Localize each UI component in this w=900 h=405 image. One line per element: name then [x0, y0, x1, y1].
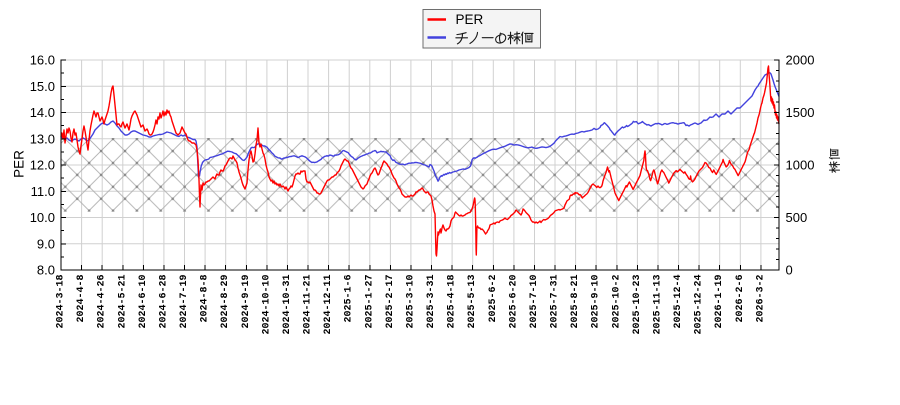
svg-text:2025-12-24: 2025-12-24 — [694, 275, 705, 335]
svg-text:2025-10-2: 2025-10-2 — [611, 275, 622, 329]
svg-text:2024-3-18: 2024-3-18 — [56, 275, 67, 329]
svg-text:10.0: 10.0 — [30, 210, 55, 225]
svg-text:2000: 2000 — [786, 53, 815, 68]
svg-text:2025-1-27: 2025-1-27 — [364, 275, 375, 329]
svg-text:2025-5-13: 2025-5-13 — [467, 275, 478, 329]
svg-text:2025-11-13: 2025-11-13 — [653, 275, 664, 335]
svg-text:2024-6-10: 2024-6-10 — [138, 275, 149, 329]
svg-text:2025-7-10: 2025-7-10 — [529, 275, 540, 329]
svg-text:2025-8-21: 2025-8-21 — [570, 275, 581, 329]
svg-text:2025-10-23: 2025-10-23 — [632, 275, 643, 335]
svg-text:2025-9-10: 2025-9-10 — [591, 275, 602, 329]
svg-text:2026-2-6: 2026-2-6 — [735, 275, 746, 323]
svg-text:16.0: 16.0 — [30, 53, 55, 68]
svg-text:8.0: 8.0 — [37, 263, 55, 278]
svg-text:15.0: 15.0 — [30, 79, 55, 94]
svg-text:2024-4-8: 2024-4-8 — [76, 275, 87, 323]
svg-text:2025-12-4: 2025-12-4 — [673, 275, 684, 329]
svg-text:2024-6-28: 2024-6-28 — [158, 275, 169, 329]
svg-text:2025-3-31: 2025-3-31 — [426, 275, 437, 329]
svg-text:PER: PER — [456, 12, 484, 27]
svg-text:2026-3-2: 2026-3-2 — [755, 275, 766, 323]
svg-text:PER: PER — [12, 150, 27, 178]
svg-text:12.0: 12.0 — [30, 158, 55, 173]
svg-text:2024-8-29: 2024-8-29 — [220, 275, 231, 329]
svg-text:2025-3-10: 2025-3-10 — [405, 275, 416, 329]
svg-text:2025-6-2: 2025-6-2 — [488, 275, 499, 323]
svg-text:2026-1-19: 2026-1-19 — [714, 275, 725, 329]
svg-text:2024-11-21: 2024-11-21 — [303, 275, 314, 335]
svg-text:2024-8-8: 2024-8-8 — [200, 275, 211, 323]
svg-text:2025-4-18: 2025-4-18 — [447, 275, 458, 329]
svg-text:2024-7-19: 2024-7-19 — [179, 275, 190, 329]
svg-text:2024-10-10: 2024-10-10 — [261, 275, 272, 335]
svg-text:2025-2-17: 2025-2-17 — [385, 275, 396, 329]
svg-text:13.0: 13.0 — [30, 131, 55, 146]
svg-text:1000: 1000 — [786, 158, 815, 173]
svg-text:2024-12-11: 2024-12-11 — [323, 275, 334, 335]
svg-text:2024-10-31: 2024-10-31 — [282, 275, 293, 335]
svg-text:9.0: 9.0 — [37, 236, 55, 251]
svg-text:1500: 1500 — [786, 105, 815, 120]
svg-text:2024-4-26: 2024-4-26 — [97, 275, 108, 329]
svg-text:2024-5-21: 2024-5-21 — [117, 275, 128, 329]
svg-text:2025-6-20: 2025-6-20 — [508, 275, 519, 329]
svg-text:0: 0 — [786, 263, 793, 278]
svg-text:2025-1-6: 2025-1-6 — [344, 275, 355, 323]
svg-text:2025-7-31: 2025-7-31 — [550, 275, 561, 329]
svg-text:11.0: 11.0 — [31, 184, 55, 199]
svg-text:500: 500 — [786, 210, 808, 225]
svg-text:2024-9-19: 2024-9-19 — [241, 275, 252, 329]
svg-text:14.0: 14.0 — [30, 105, 55, 120]
